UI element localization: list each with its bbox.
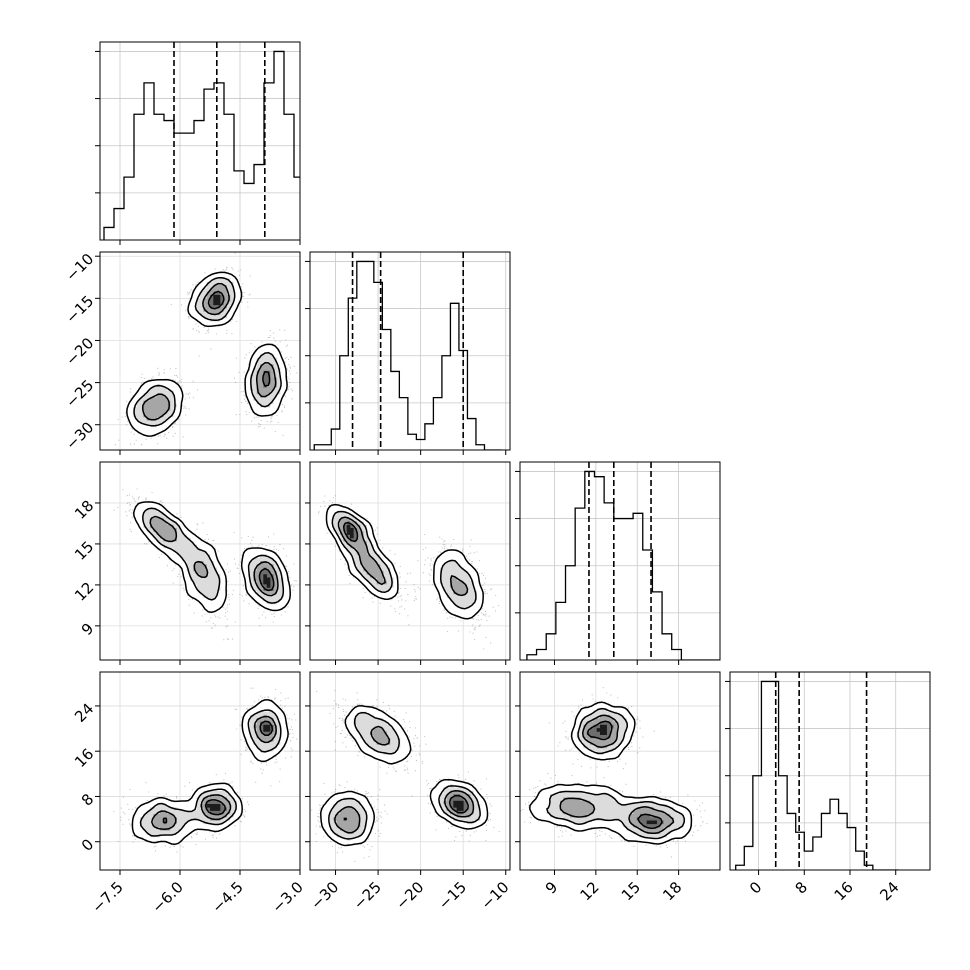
contour-line xyxy=(131,699,289,846)
histogram-step xyxy=(103,50,300,240)
contour-line xyxy=(142,507,285,604)
x-tick-label: −3.0 xyxy=(268,878,306,916)
density-fill xyxy=(586,721,664,828)
contour-line xyxy=(546,707,686,840)
density-fill xyxy=(346,524,354,539)
x-tick-label: −10 xyxy=(477,878,512,913)
density-fill xyxy=(143,508,284,605)
x-tick-label: 0 xyxy=(746,878,765,897)
x-tick-label: 9 xyxy=(542,878,561,897)
density-fill xyxy=(560,714,674,834)
density-fill xyxy=(340,518,467,595)
y-tick-label: −30 xyxy=(62,418,97,453)
panel-border xyxy=(309,671,511,871)
contour-line xyxy=(258,567,275,592)
contour-line xyxy=(343,794,469,821)
x-tick-label: −30 xyxy=(307,878,342,913)
contour-line xyxy=(559,714,675,835)
density-fill xyxy=(596,724,657,825)
histogram-panel xyxy=(95,41,301,241)
histogram-panel xyxy=(725,671,931,871)
y-tick-label: 18 xyxy=(71,497,97,523)
contour-line xyxy=(328,711,481,840)
contour-line xyxy=(141,282,277,421)
contour-line xyxy=(337,516,469,597)
y-tick-label: −25 xyxy=(62,376,97,411)
x-tick-label: 8 xyxy=(792,878,811,897)
contour-line xyxy=(320,705,489,847)
panel-border xyxy=(309,251,511,451)
x-tick-label: −7.5 xyxy=(88,878,126,916)
x-tick-label: −25 xyxy=(350,878,385,913)
joint-panel xyxy=(99,461,301,661)
contour-line xyxy=(342,521,359,543)
x-tick-label: −20 xyxy=(392,878,427,913)
histogram-step xyxy=(735,680,899,870)
density-fill xyxy=(163,721,274,825)
x-tick-label: −4.5 xyxy=(208,878,246,916)
panel-border xyxy=(519,461,721,661)
x-tick-label: −15 xyxy=(435,878,470,913)
contour-line xyxy=(151,715,277,830)
density-fill xyxy=(330,711,481,841)
density-fill xyxy=(143,285,277,421)
panel-border xyxy=(99,251,301,451)
panel-border xyxy=(309,461,511,661)
panel-border xyxy=(99,41,301,241)
panel-border xyxy=(729,671,931,871)
contour-line xyxy=(162,720,274,824)
x-tick-label: −6.0 xyxy=(148,878,186,916)
y-tick-label: 0 xyxy=(78,835,97,854)
density-fill xyxy=(213,294,221,306)
x-tick-label: 16 xyxy=(831,878,857,904)
contour-line xyxy=(529,701,693,845)
contour-line xyxy=(325,503,484,620)
density-fill xyxy=(263,574,271,588)
histogram-panel xyxy=(515,461,721,661)
contour-line xyxy=(132,501,291,614)
contour-line xyxy=(586,720,663,830)
y-tick-label: 16 xyxy=(71,745,97,771)
contour-line xyxy=(207,290,271,387)
x-tick-label: 24 xyxy=(876,878,902,904)
x-tick-label: 15 xyxy=(618,878,644,904)
joint-panel xyxy=(519,671,721,871)
joint-panel xyxy=(99,671,301,871)
x-tick-label: 12 xyxy=(576,878,602,904)
y-tick-label: −15 xyxy=(62,292,97,327)
x-tick-label: 18 xyxy=(659,878,685,904)
y-tick-label: −10 xyxy=(62,250,97,285)
y-tick-label: 8 xyxy=(78,790,97,809)
contour-line xyxy=(126,271,288,437)
panel-border xyxy=(99,671,301,871)
joint-panel xyxy=(309,671,511,871)
y-tick-label: 9 xyxy=(78,619,97,638)
y-tick-label: 12 xyxy=(71,579,97,605)
contour-line xyxy=(133,277,282,427)
density-fill xyxy=(333,728,474,834)
panel-border xyxy=(99,461,301,661)
panel-border xyxy=(519,671,721,871)
y-tick-label: 24 xyxy=(71,700,97,726)
density-fill xyxy=(453,800,464,811)
contour-line xyxy=(149,515,279,597)
histogram-step xyxy=(313,260,502,450)
histogram-panel xyxy=(305,251,511,451)
contour-line xyxy=(139,709,282,837)
contour-line xyxy=(334,725,475,834)
joint-panel xyxy=(309,461,511,661)
contour-line xyxy=(331,510,477,610)
y-tick-label: 15 xyxy=(71,538,97,564)
joint-panel xyxy=(99,251,301,451)
y-tick-label: −20 xyxy=(62,334,97,369)
